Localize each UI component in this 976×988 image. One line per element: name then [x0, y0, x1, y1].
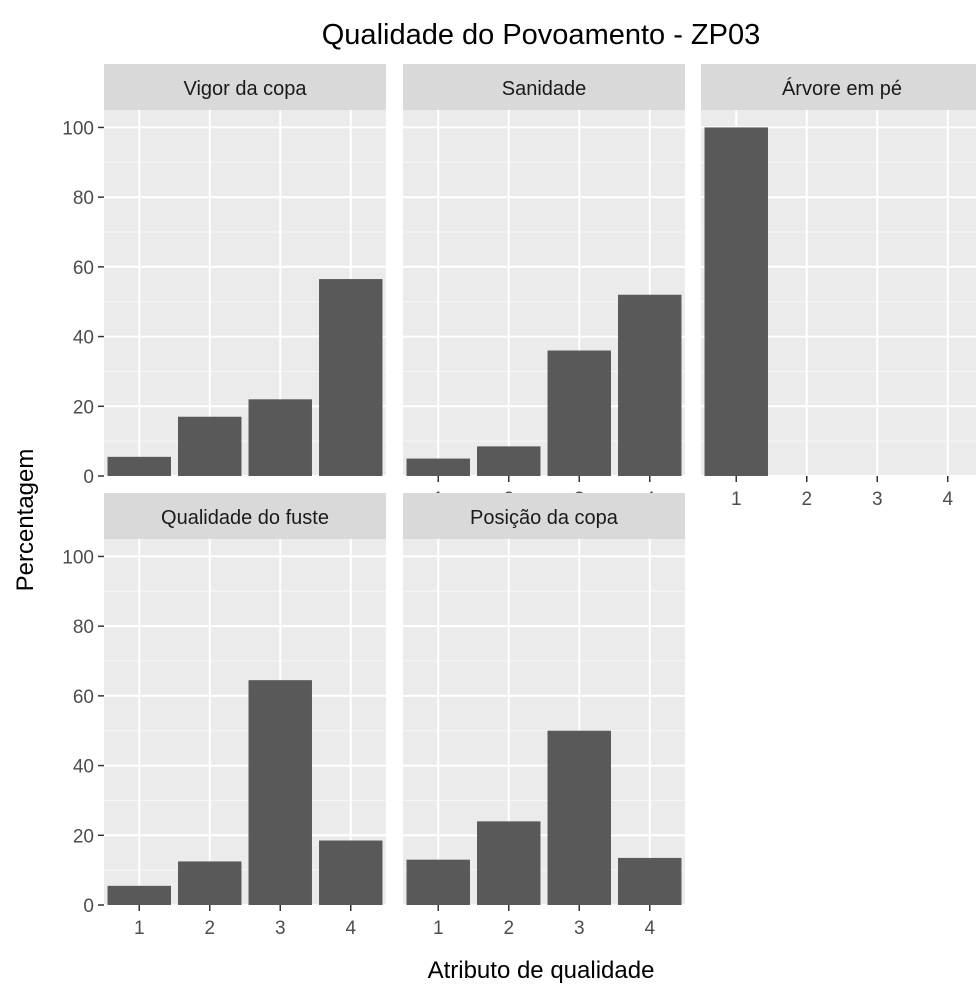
facet-panel: Sanidade1234	[403, 64, 685, 510]
x-tick-label: 2	[801, 489, 812, 510]
x-tick-label: 4	[644, 918, 655, 939]
x-tick-label: 1	[731, 489, 742, 510]
x-tick-label: 3	[275, 918, 286, 939]
facet-strip	[104, 64, 386, 110]
facet-strip-label: Vigor da copa	[183, 78, 307, 100]
panels-layer: Vigor da copa020406080100Sanidade1234Árv…	[62, 64, 976, 939]
bar	[618, 294, 682, 476]
y-tick-label: 40	[73, 328, 94, 349]
y-tick-label: 60	[73, 687, 94, 708]
facet-strip	[403, 493, 685, 539]
facet-strip-label: Posição da copa	[470, 507, 619, 529]
y-tick-label: 20	[73, 397, 94, 418]
x-tick-label: 3	[872, 489, 883, 510]
facet-strip-label: Sanidade	[502, 78, 587, 100]
bar	[477, 821, 541, 905]
bar	[406, 859, 470, 905]
bar	[107, 456, 171, 476]
panel-background	[403, 539, 685, 905]
bar	[704, 127, 768, 476]
x-tick-label: 4	[942, 489, 953, 510]
y-tick-label: 20	[73, 826, 94, 847]
y-tick-label: 80	[73, 188, 94, 209]
bar	[547, 350, 611, 476]
y-tick-label: 0	[83, 467, 94, 488]
y-tick-label: 100	[62, 118, 94, 139]
y-tick-label: 80	[73, 617, 94, 638]
x-tick-label: 2	[503, 918, 514, 939]
facet-strip	[104, 493, 386, 539]
bar	[618, 857, 682, 905]
bar	[178, 861, 242, 905]
bar	[107, 885, 171, 905]
x-tick-label: 1	[433, 918, 444, 939]
y-tick-label: 60	[73, 258, 94, 279]
bar	[406, 458, 470, 476]
facet-strip-label: Árvore em pé	[782, 77, 902, 100]
bar	[547, 730, 611, 905]
x-axis-label: Atributo de qualidade	[428, 957, 655, 983]
bar	[319, 840, 383, 905]
y-tick-label: 100	[62, 547, 94, 568]
chart-title: Qualidade do Povoamento - ZP03	[322, 19, 761, 51]
bar	[477, 446, 541, 476]
bar	[248, 399, 312, 476]
facet-strip	[403, 64, 685, 110]
bar	[319, 279, 383, 476]
x-tick-label: 1	[134, 918, 145, 939]
y-tick-label: 0	[83, 896, 94, 917]
facet-panel: Qualidade do fuste 0 20 40 60 80 100 1 2 3 4	[62, 493, 386, 939]
x-tick-label: 3	[574, 918, 585, 939]
x-tick-label: 2	[204, 918, 215, 939]
y-axis-label: Percentagem	[12, 449, 39, 592]
facet-strip-label: Qualidade do fuste	[161, 507, 329, 529]
facet-panel: Vigor da copa 0 20 40 60 80 100	[62, 64, 386, 488]
facet-panel: Árvore em pé 1 2 3 4	[701, 64, 976, 510]
bar	[248, 680, 312, 905]
bar	[178, 416, 242, 476]
y-tick-label: 40	[73, 757, 94, 778]
x-tick-label: 4	[345, 918, 356, 939]
facet-panel: Posição da copa 1 2 3 4	[403, 493, 685, 939]
facet-strip	[701, 64, 976, 110]
